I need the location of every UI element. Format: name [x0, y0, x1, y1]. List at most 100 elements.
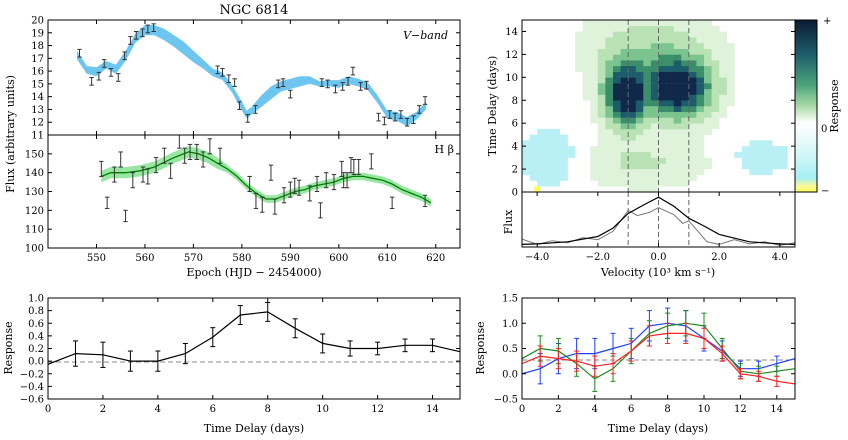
heatmap-cell	[643, 157, 652, 164]
v-band-y-tick-label: 15	[31, 79, 44, 90]
heatmap-cell	[711, 71, 720, 78]
v-band-x-ticks	[95, 20, 437, 135]
heatmap-cell	[590, 37, 599, 44]
heatmap-cell	[529, 163, 538, 170]
heatmap-cell	[688, 48, 697, 55]
heatmap-cell	[650, 60, 659, 67]
heatmap-cell	[673, 88, 682, 95]
heatmap-cell	[643, 111, 652, 118]
heatmap-cell	[628, 157, 637, 164]
heatmap-cell	[605, 140, 614, 147]
integrated-y-tick-label: −0.6	[20, 395, 44, 406]
heatmap-cell	[597, 123, 606, 130]
heatmap-cell	[681, 134, 690, 141]
heatmap-cell	[628, 71, 637, 78]
heatmap-cell	[650, 77, 659, 84]
binned-error-bar	[756, 370, 762, 382]
heatmap-cell	[613, 71, 621, 78]
heatmap-cell	[741, 146, 750, 153]
heatmap-cell	[688, 151, 697, 158]
heatmap-cell	[658, 174, 667, 181]
heatmap-cell	[666, 180, 674, 187]
heatmap-cell	[719, 31, 728, 38]
heatmap-cell	[544, 151, 553, 158]
heatmap-cell	[666, 169, 674, 176]
heatmap-cell	[620, 128, 629, 135]
heatmap-cell	[635, 146, 644, 153]
heatmap-cell	[597, 134, 606, 141]
v-band-y-tick-label: 12	[31, 118, 44, 129]
heatmap-cell	[757, 163, 765, 170]
heatmap-cell	[635, 174, 644, 181]
heatmap-cell	[635, 169, 644, 176]
integrated-response-label: Response	[2, 321, 15, 374]
heatmap-cell	[711, 83, 720, 90]
heatmap-cell	[650, 25, 659, 32]
binned-x-tick-label: 8	[664, 404, 670, 415]
heatmap-cell	[704, 37, 712, 44]
heatmap-cell	[537, 169, 546, 176]
heatmap-cell	[673, 123, 682, 130]
heatmap-cell	[681, 25, 690, 32]
v-band-error-bar	[122, 51, 127, 61]
heatmap-cell	[688, 174, 697, 181]
heatmap-cell	[590, 83, 599, 90]
heatmap-cell	[696, 128, 705, 135]
heatmap-cell	[613, 123, 621, 130]
heatmap-cell	[688, 117, 697, 124]
heatmap-cell	[635, 134, 644, 141]
heatmap-cell	[688, 157, 697, 164]
heatmap-cell	[597, 169, 606, 176]
heatmap-cell	[643, 146, 652, 153]
heatmap-cell	[650, 31, 659, 38]
heatmap-cell	[643, 163, 652, 170]
heatmap-cell	[605, 134, 614, 141]
heatmap-cell	[635, 180, 644, 187]
heatmap-cell	[772, 146, 781, 153]
hbeta-x-tick-label: 570	[184, 253, 203, 264]
colorbar-gradient	[794, 19, 818, 193]
heatmap-cell	[613, 117, 621, 124]
v-band-error-bar	[325, 79, 330, 89]
heatmap-cell	[643, 77, 652, 84]
heatmap-cell	[704, 128, 712, 135]
heatmap-cell	[741, 163, 750, 170]
heatmap-cell	[628, 48, 637, 55]
heatmap-cell	[696, 111, 705, 118]
heatmap-cell	[628, 20, 637, 26]
heatmap-cell	[650, 111, 659, 118]
heatmap-cell	[643, 100, 652, 107]
heatmap-cell	[529, 140, 538, 147]
heatmap-cell	[522, 163, 530, 170]
heatmap-cell	[522, 146, 530, 153]
heatmap-cell	[635, 123, 644, 130]
heatmap-cell	[597, 37, 606, 44]
heatmap-cell	[620, 65, 629, 72]
hbeta-error-bar	[162, 147, 167, 164]
heatmap-cell	[620, 157, 629, 164]
heatmap-cell	[552, 180, 561, 187]
heatmap-cell	[628, 151, 637, 158]
heatmap-cell	[650, 169, 659, 176]
heatmap-cell	[597, 60, 606, 67]
heatmap-cell	[704, 117, 712, 124]
heatmap-cell	[666, 100, 674, 107]
delay-y-tick-label: 4	[512, 142, 518, 153]
flux-profile-frame	[521, 191, 796, 248]
heatmap-cell	[681, 71, 690, 78]
v-band-error-bar	[398, 110, 404, 119]
heatmap-cell	[628, 54, 637, 61]
integrated-x-tick-label: 4	[155, 404, 161, 415]
heatmap-cell	[605, 169, 614, 176]
heatmap-cell	[635, 83, 644, 90]
heatmap-cell	[597, 42, 606, 49]
heatmap-cell	[673, 100, 682, 107]
heatmap-cell	[704, 65, 712, 72]
heatmap-cell	[704, 94, 712, 101]
heatmap-cell	[673, 20, 682, 26]
heatmap-cell	[688, 42, 697, 49]
heatmap-cell	[582, 37, 591, 44]
heatmap-cell	[537, 157, 546, 164]
heatmap-cell	[650, 71, 659, 78]
heatmap-cell	[681, 174, 690, 181]
